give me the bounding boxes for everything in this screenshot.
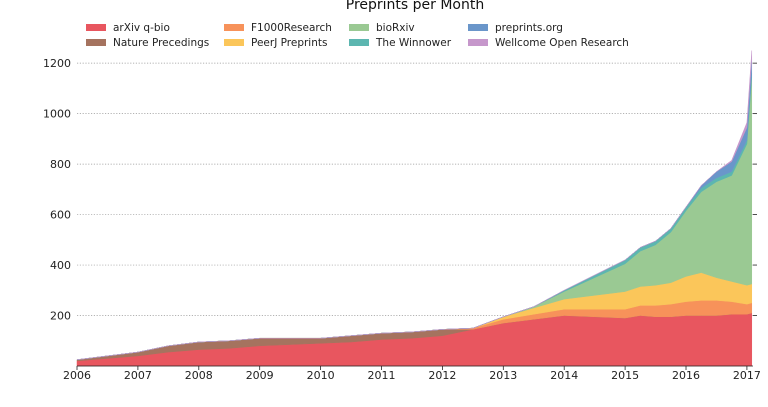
x-tick-label-2008: 2008 [185, 369, 213, 382]
legend-label-peerj-preprints: PeerJ Preprints [251, 37, 327, 49]
legend-swatch-wellcome-open-research [468, 39, 488, 46]
x-tick-label-2017: 2017 [733, 369, 761, 382]
legend-item-arxiv-q-bio: arXiv q-bio [86, 22, 170, 34]
x-tick-label-2016: 2016 [672, 369, 700, 382]
legend-item-peerj-preprints: PeerJ Preprints [224, 37, 327, 49]
legend-swatch-f1000research [224, 24, 244, 31]
y-tick-label-600: 600 [50, 209, 71, 222]
axes: 200 400 600 800 1000 1200 2006 2007 2008 2009 2010… [43, 57, 761, 382]
legend-item-nature-precedings: Nature Precedings [86, 37, 209, 49]
y-tick-label-1000: 1000 [43, 108, 71, 121]
legend-swatch-peerj-preprints [224, 39, 244, 46]
series-areas [76, 50, 753, 367]
legend-swatch-the-winnower [349, 39, 369, 46]
x-tick-label-2006: 2006 [63, 369, 91, 382]
x-tick-label-2015: 2015 [611, 369, 639, 382]
y-tick-label-200: 200 [50, 310, 71, 323]
legend-swatch-arxiv-q-bio [86, 24, 106, 31]
legend-item-wellcome-open-research: Wellcome Open Research [468, 37, 629, 49]
legend-label-biorxiv: bioRxiv [376, 22, 415, 34]
x-tick-label-2010: 2010 [307, 369, 335, 382]
y-tick-label-800: 800 [50, 158, 71, 171]
x-tick-label-2014: 2014 [550, 369, 578, 382]
legend-item-preprints-org: preprints.org [468, 22, 563, 34]
legend-label-arxiv-q-bio: arXiv q-bio [113, 22, 170, 34]
x-tick-label-2007: 2007 [124, 369, 152, 382]
area-wellcome-open-research [76, 50, 753, 360]
legend-label-preprints-org: preprints.org [495, 22, 563, 34]
x-tick-label-2012: 2012 [428, 369, 456, 382]
legend-label-nature-precedings: Nature Precedings [113, 37, 209, 49]
x-tick-label-2011: 2011 [368, 369, 396, 382]
legend-item-f1000research: F1000Research [224, 22, 332, 34]
y-tick-label-400: 400 [50, 259, 71, 272]
legend-label-wellcome-open-research: Wellcome Open Research [495, 37, 629, 49]
legend-label-the-winnower: The Winnower [375, 37, 452, 49]
legend: arXiv q-bio Nature Precedings F1000Researc… [86, 22, 629, 49]
legend-item-biorxiv: bioRxiv [349, 22, 415, 34]
legend-swatch-nature-precedings [86, 39, 106, 46]
x-tick-label-2013: 2013 [489, 369, 517, 382]
legend-swatch-biorxiv [349, 24, 369, 31]
legend-item-the-winnower: The Winnower [349, 37, 452, 49]
x-tick-label-2009: 2009 [246, 369, 274, 382]
legend-label-f1000research: F1000Research [251, 22, 332, 34]
chart-title: Preprints per Month [346, 0, 484, 13]
legend-swatch-preprints-org [468, 24, 488, 31]
y-tick-label-1200: 1200 [43, 57, 71, 70]
area-arxiv-q-bio [76, 312, 753, 367]
